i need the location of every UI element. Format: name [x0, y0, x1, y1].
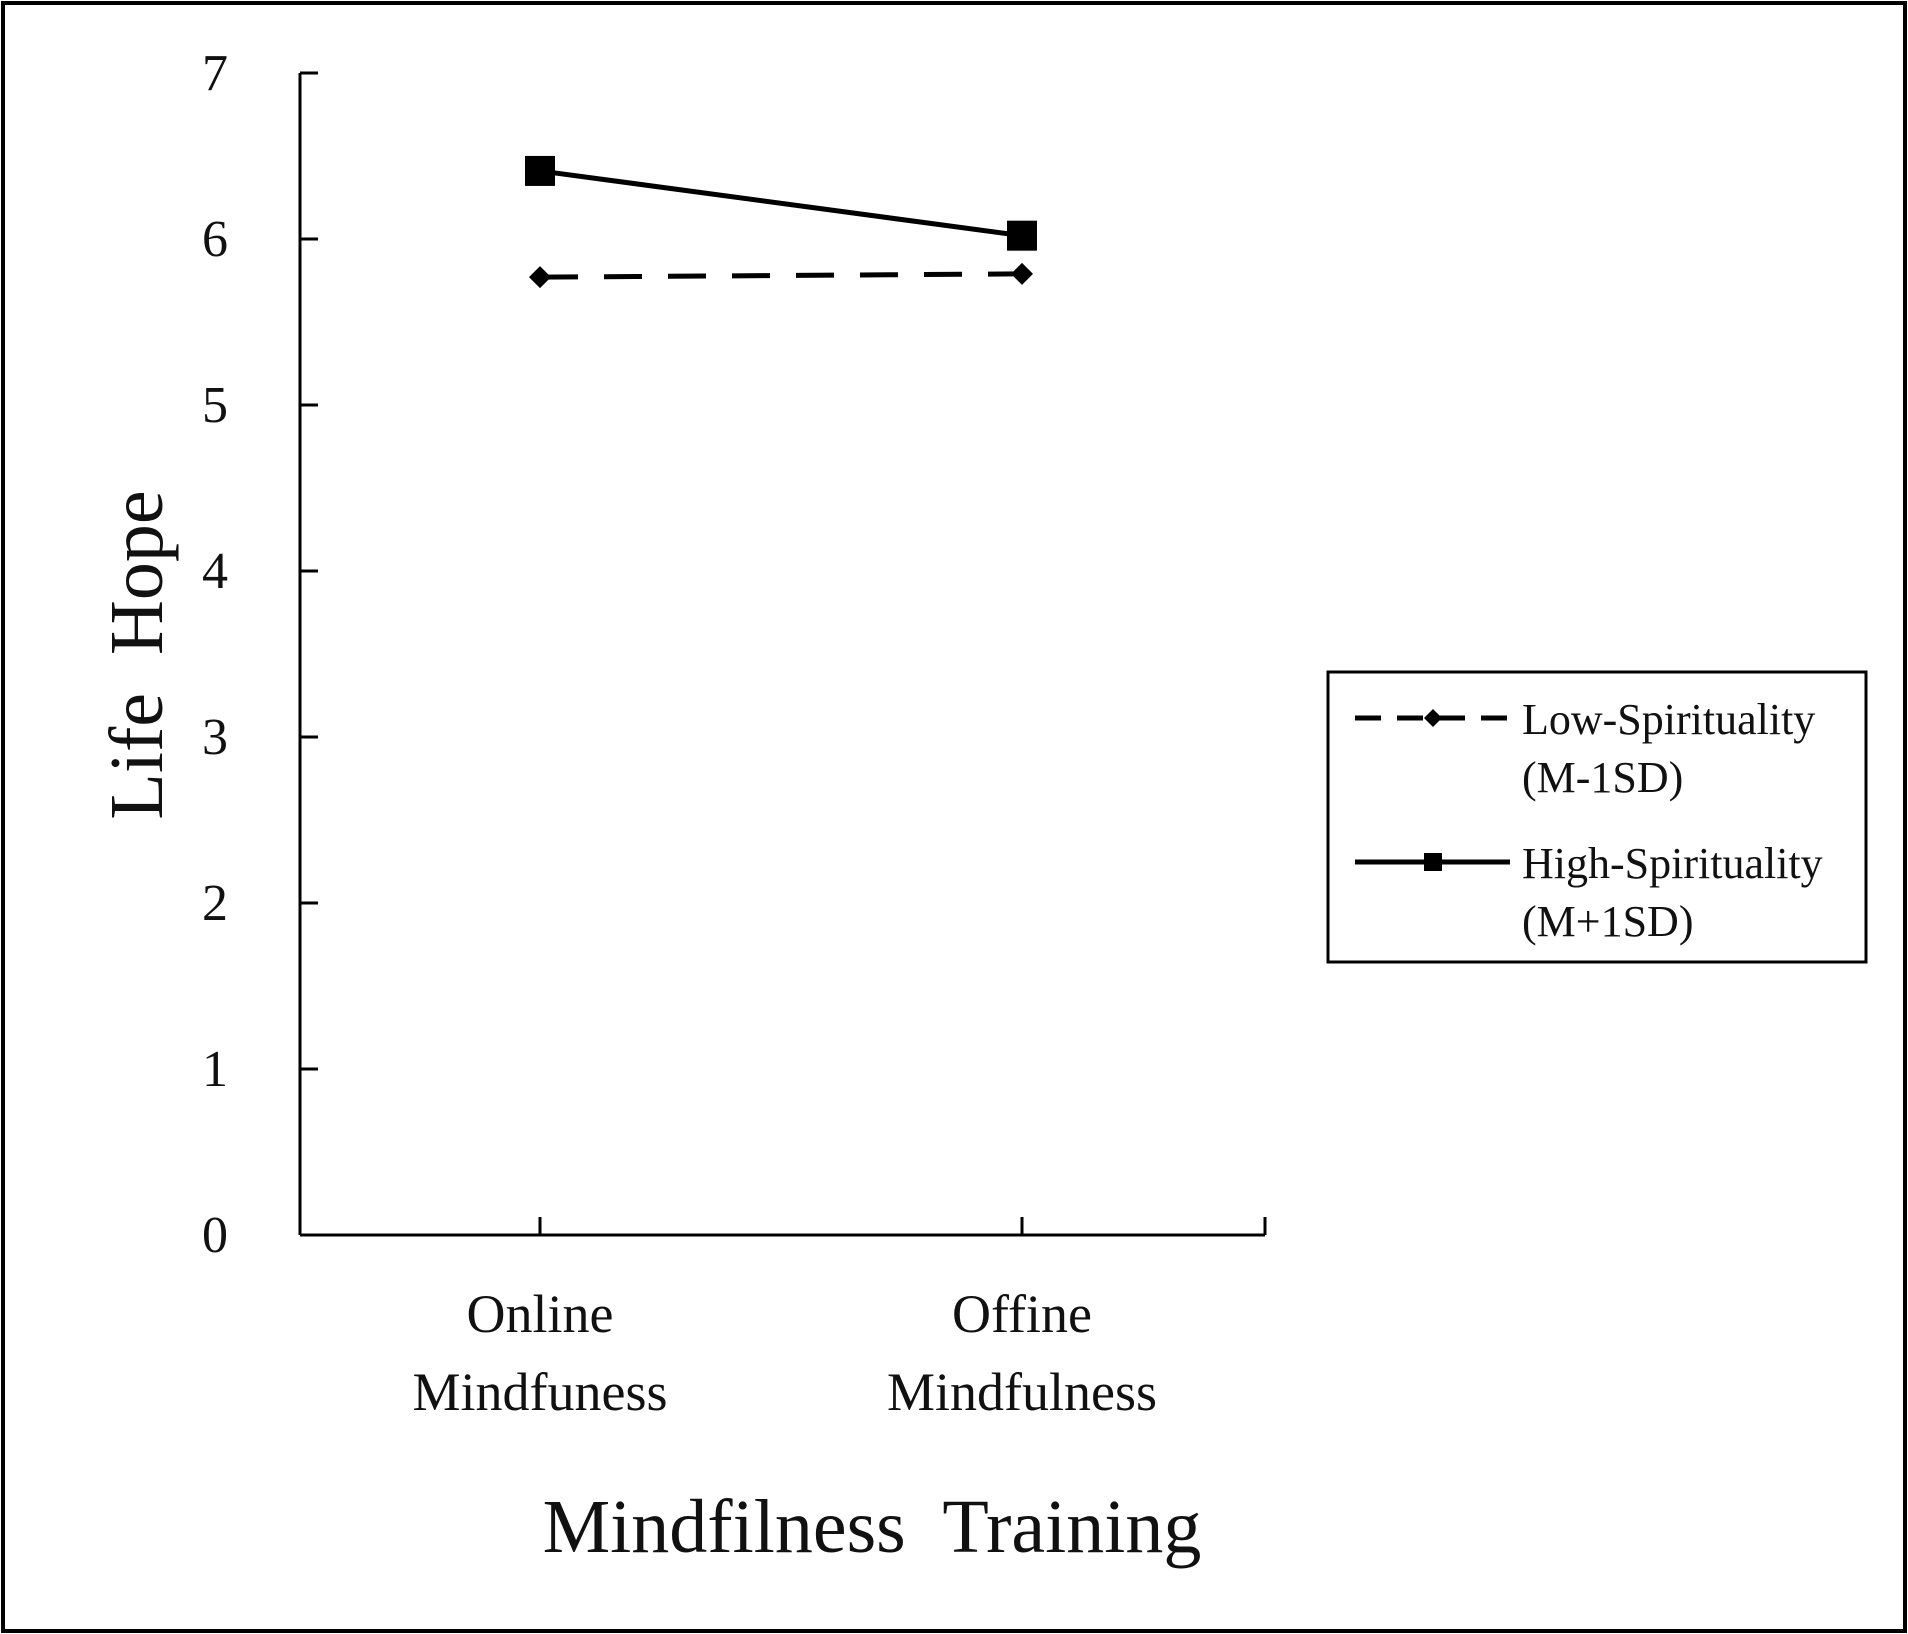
- data-point-diamond: [529, 266, 551, 289]
- x-category-label: Offine Mindfulness: [887, 1284, 1157, 1422]
- y-tick-label: 4: [202, 543, 228, 600]
- legend-marker-diamond: [1424, 709, 1442, 727]
- y-tick-label: 1: [202, 1041, 228, 1098]
- data-point-diamond: [1011, 262, 1033, 285]
- series-low-spirituality: [529, 262, 1033, 289]
- x-axis-title: Mindfilness Training: [543, 1485, 1202, 1569]
- y-ticks: 0 1 2 3 4 5 6 7: [202, 45, 318, 1264]
- x-ticks: Online Mindfuness Offine Mindfulness: [413, 1217, 1267, 1422]
- axes: [298, 73, 1265, 1237]
- x-category-label: Online Mindfuness: [413, 1284, 668, 1422]
- y-axis-title: Life Hope: [95, 490, 179, 819]
- legend-entry-label: Low-Spirituality (M-1SD): [1522, 695, 1815, 802]
- y-tick-label: 3: [202, 709, 228, 766]
- data-point-square: [1007, 220, 1037, 251]
- series-line: [539, 271, 1023, 280]
- y-tick-label: 6: [202, 211, 228, 268]
- legend-marker-square: [1424, 853, 1442, 871]
- series-high-spirituality: [525, 155, 1037, 251]
- series-group: [525, 155, 1037, 289]
- series-line: [539, 168, 1023, 239]
- y-tick-label: 2: [202, 875, 228, 932]
- y-tick-label: 7: [202, 45, 228, 102]
- legend: Low-Spirituality (M-1SD) High-Spirituality…: [1326, 670, 1868, 964]
- y-tick-label: 0: [202, 1207, 228, 1264]
- data-point-square: [525, 155, 555, 186]
- y-tick-label: 5: [202, 377, 228, 434]
- legend-entry-label: High-Spirituality (M+1SD): [1522, 839, 1823, 946]
